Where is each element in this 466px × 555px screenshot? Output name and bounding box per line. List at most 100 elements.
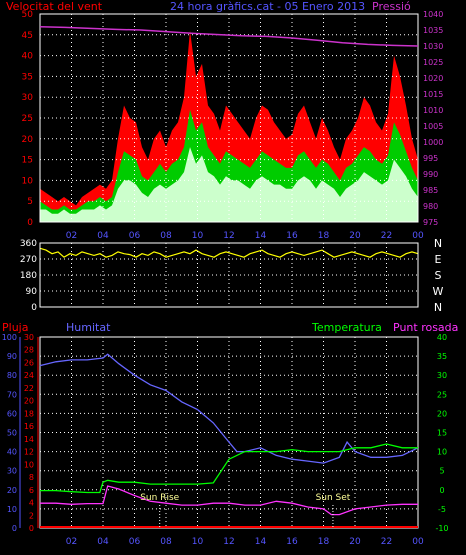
- chart-title: 24 hora gràfics.cat - 05 Enero 2013: [170, 0, 365, 13]
- pressure-y-tick: 975: [423, 218, 438, 227]
- wind-x-tick: 14: [255, 231, 267, 241]
- humidity-y-tick: 60: [7, 409, 17, 418]
- temperature-y-tick: 10: [437, 448, 447, 457]
- wind-x-tick: 18: [318, 231, 330, 241]
- pressure-y-tick: 990: [423, 170, 438, 179]
- pressure-y-tick: 1005: [423, 122, 443, 131]
- pressure-y-tick: 1010: [423, 106, 443, 115]
- climate-x-tick: 20: [349, 537, 361, 547]
- humidity-label: Humitat: [66, 321, 111, 334]
- wind-y-tick: 30: [22, 93, 34, 103]
- wind-x-tick: 00: [412, 231, 424, 241]
- compass-tick: N: [434, 301, 442, 314]
- rain-y-tick: 24: [24, 371, 34, 380]
- rain-y-tick: 18: [24, 409, 34, 418]
- humidity-y-tick: 0: [12, 524, 17, 533]
- wind-x-tick: 22: [381, 231, 392, 241]
- temperature-y-tick: -10: [435, 524, 448, 533]
- rain-y-tick: 4: [29, 499, 34, 508]
- direction-y-tick: 0: [31, 303, 37, 313]
- humidity-y-tick: 100: [2, 333, 17, 342]
- direction-y-tick: 90: [26, 287, 38, 297]
- pressure-y-tick: 1040: [423, 10, 443, 19]
- climate-x-tick: 04: [97, 537, 109, 547]
- pressure-y-tick: 1000: [423, 138, 443, 147]
- temperature-y-tick: 20: [437, 409, 447, 418]
- climate-chart: 0102030405060708090100024681012141618202…: [2, 333, 449, 547]
- temperature-y-tick: 40: [437, 333, 447, 342]
- wind-x-tick: 12: [223, 231, 234, 241]
- wind-x-tick: 08: [160, 231, 172, 241]
- rain-y-tick: 16: [24, 422, 34, 431]
- humidity-y-tick: 40: [7, 448, 17, 457]
- climate-x-tick: 10: [192, 537, 204, 547]
- sunrise-label: Sun Rise: [140, 493, 179, 503]
- humidity-y-tick: 70: [7, 390, 17, 399]
- wind-y-tick: 10: [22, 176, 34, 186]
- rain-label: Pluja: [2, 321, 28, 334]
- climate-x-tick: 16: [286, 537, 298, 547]
- dewpoint-label: Punt rosada: [393, 321, 458, 334]
- wind-x-tick: 02: [66, 231, 77, 241]
- wind-x-tick: 06: [129, 231, 141, 241]
- humidity-y-tick: 20: [7, 486, 17, 495]
- pressure-y-tick: 1035: [423, 26, 443, 35]
- temperature-y-tick: -5: [438, 505, 446, 514]
- direction-y-tick: 270: [20, 255, 37, 265]
- pressure-series: [39, 26, 419, 47]
- wind-x-tick: 20: [349, 231, 361, 241]
- humidity-y-tick: 80: [7, 371, 17, 380]
- pressure-y-tick: 1030: [423, 42, 443, 51]
- humidity-series: [39, 353, 419, 464]
- wind-y-tick: 20: [22, 135, 34, 145]
- rain-y-tick: 2: [29, 511, 34, 520]
- pressure-y-tick: 1025: [423, 58, 443, 67]
- humidity-y-tick: 30: [7, 467, 17, 476]
- rain-y-tick: 8: [29, 473, 34, 482]
- wind-y-tick: 25: [22, 114, 33, 124]
- wind-x-tick: 16: [286, 231, 298, 241]
- temperature-series: [40, 443, 418, 494]
- climate-x-tick: 12: [223, 537, 234, 547]
- pressure-y-tick: 1020: [423, 74, 443, 83]
- compass-tick: N: [434, 237, 442, 250]
- climate-x-tick: 02: [66, 537, 77, 547]
- wind-y-tick: 45: [22, 31, 33, 41]
- wind-chart: 0510152025303540455097598098599099510001…: [22, 10, 444, 241]
- compass-tick: S: [435, 269, 442, 282]
- pressure-y-tick: 985: [423, 186, 438, 195]
- temperature-y-tick: 25: [437, 390, 447, 399]
- sunset-label: Sun Set: [316, 493, 351, 503]
- compass-tick: W: [433, 285, 444, 298]
- temperature-y-tick: 30: [437, 371, 447, 380]
- temperature-y-tick: 0: [439, 486, 444, 495]
- rain-y-tick: 30: [24, 333, 34, 342]
- wind-x-tick: 04: [97, 231, 109, 241]
- rain-y-tick: 20: [24, 397, 34, 406]
- pressure-y-tick: 995: [423, 154, 438, 163]
- pressure-y-tick: 980: [423, 202, 438, 211]
- pressure-label: Pressió: [372, 0, 411, 13]
- rain-y-tick: 22: [24, 384, 34, 393]
- wind-speed-label: Velocitat del vent: [6, 0, 103, 13]
- rain-y-tick: 12: [24, 448, 34, 457]
- climate-x-tick: 00: [412, 537, 424, 547]
- temperature-label: Temperatura: [311, 321, 382, 334]
- climate-x-tick: 22: [381, 537, 392, 547]
- temperature-y-tick: 15: [437, 429, 447, 438]
- pressure-y-tick: 1015: [423, 90, 443, 99]
- humidity-y-tick: 50: [7, 429, 17, 438]
- wind-y-tick: 0: [27, 218, 33, 228]
- humidity-y-tick: 90: [7, 352, 17, 361]
- temperature-y-tick: 5: [439, 467, 444, 476]
- climate-x-tick: 14: [255, 537, 267, 547]
- wind-y-tick: 35: [22, 72, 33, 82]
- wind-y-tick: 5: [27, 197, 33, 207]
- wind-y-tick: 50: [22, 10, 34, 20]
- rain-y-tick: 28: [24, 346, 34, 355]
- climate-x-tick: 18: [318, 537, 330, 547]
- rain-y-tick: 6: [29, 486, 34, 495]
